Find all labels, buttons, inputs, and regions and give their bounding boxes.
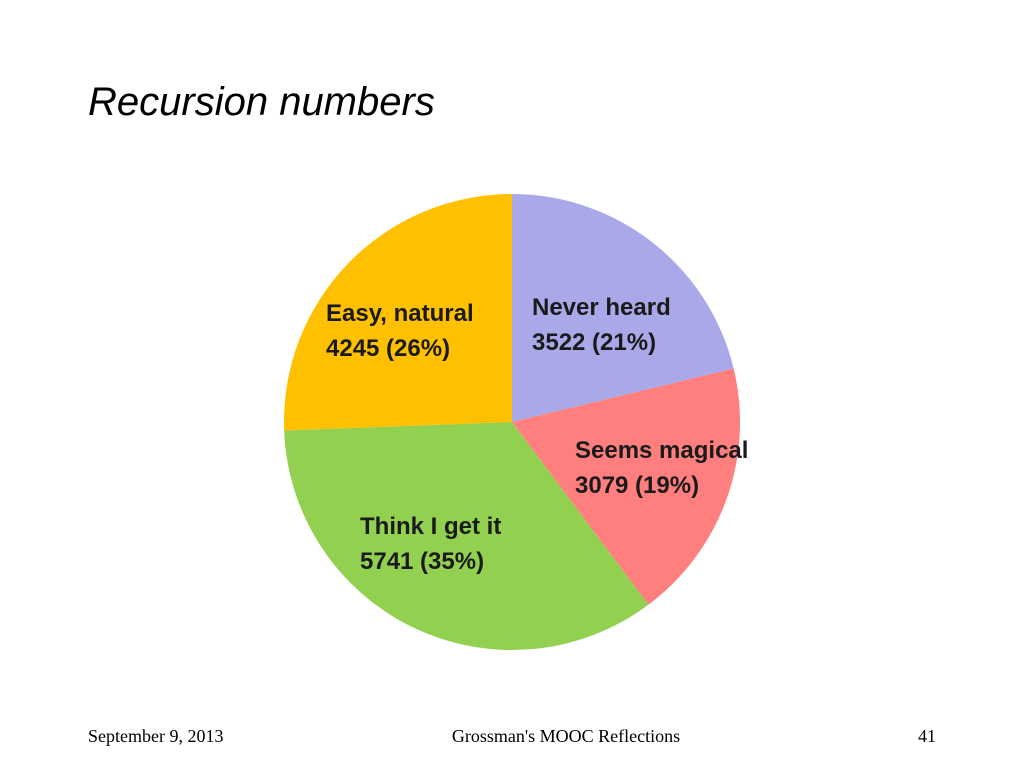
slice-value-label: 3522 (21%) [532,329,656,356]
slice-label: Never heard [532,294,671,321]
pie-slice [284,194,512,431]
slice-label: Think I get it [360,513,501,540]
pie-slice [284,422,649,650]
slide-title: Recursion numbers [88,80,435,124]
slice-value-label: 4245 (26%) [326,335,450,362]
slice-value-label: 5741 (35%) [360,548,484,575]
slice-label: Easy, natural [326,300,474,327]
pie-chart: Never heard 3522 (21%) Seems magical 3079 (… [284,194,748,650]
pie-slice [512,194,734,422]
page-number: 41 [918,726,936,746]
footer-title: Grossman's MOOC Reflections [452,726,680,746]
pie-slice [512,368,740,605]
slice-label: Seems magical [575,437,748,464]
footer-date: September 9, 2013 [88,726,223,746]
slice-value-label: 3079 (19%) [575,472,699,499]
